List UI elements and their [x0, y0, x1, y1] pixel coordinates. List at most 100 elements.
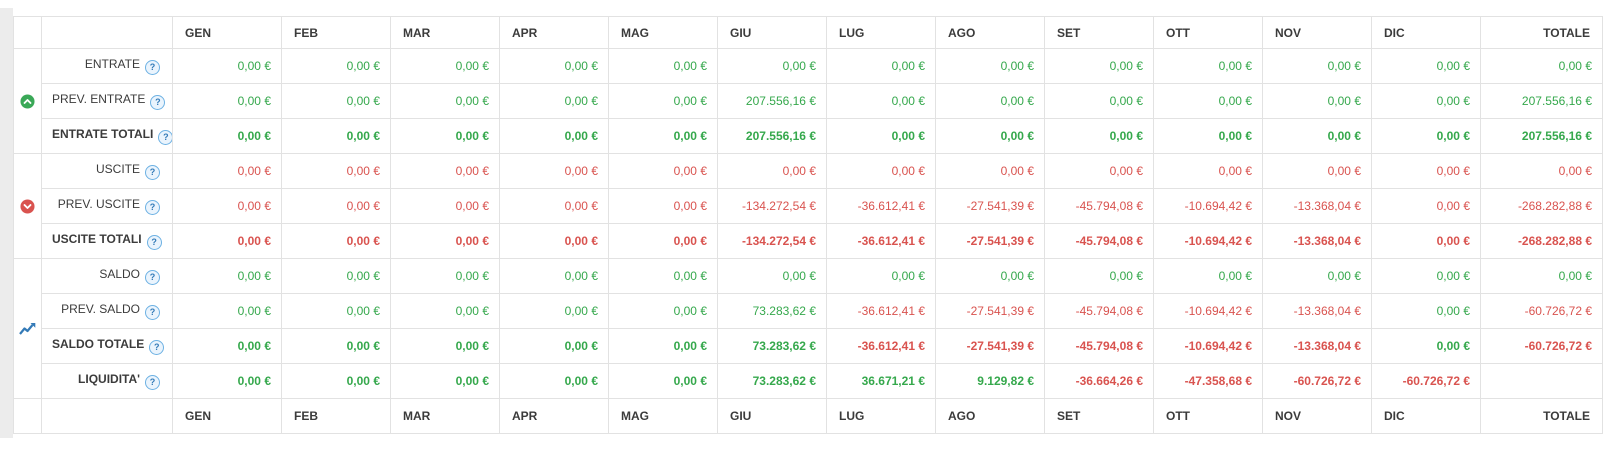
cell-uscite-dic: 0,00 € [1371, 153, 1481, 189]
footer-month-giu: GIU [717, 398, 827, 434]
cell-uscite-totali-mar: 0,00 € [390, 223, 500, 259]
footer-icon-col-spacer [13, 398, 42, 434]
cell-uscite-ago: 0,00 € [935, 153, 1045, 189]
chevron-down-circle-icon[interactable] [20, 199, 35, 214]
row-label-prev-saldo: PREV. SALDO? [41, 293, 173, 329]
help-icon[interactable]: ? [146, 235, 162, 250]
footer-month-feb: FEB [281, 398, 391, 434]
header-icon-col-spacer [13, 16, 42, 49]
cell-entrate-totali-gen: 0,00 € [172, 118, 282, 154]
row-label-text: PREV. SALDO [61, 302, 140, 316]
cell-liquidita-set: -36.664,26 € [1044, 363, 1154, 399]
row-label-liquidita: LIQUIDITA'? [41, 363, 173, 399]
header-month-lug: LUG [826, 16, 936, 49]
row-label-text: USCITE [95, 162, 140, 176]
cell-saldo-totale-ott: -10.694,42 € [1153, 328, 1263, 364]
cell-saldo-totale-set: -45.794,08 € [1044, 328, 1154, 364]
cell-saldo-mag: 0,00 € [608, 258, 718, 294]
cell-prev-saldo-dic: 0,00 € [1371, 293, 1481, 329]
row-label-text: SALDO TOTALE [52, 337, 145, 351]
row-label-entrate-totali: ENTRATE TOTALI? [41, 118, 173, 154]
chart-line-icon[interactable] [19, 322, 36, 336]
cell-entrate-ott: 0,00 € [1153, 48, 1263, 84]
cell-prev-saldo-apr: 0,00 € [499, 293, 609, 329]
row-label-prev-entrate: PREV. ENTRATE? [41, 83, 173, 119]
cell-liquidita-gen: 0,00 € [172, 363, 282, 399]
cell-prev-entrate-feb: 0,00 € [281, 83, 391, 119]
cell-uscite-lug: 0,00 € [826, 153, 936, 189]
cell-saldo-gen: 0,00 € [172, 258, 282, 294]
cell-prev-entrate-lug: 0,00 € [826, 83, 936, 119]
cell-liquidita-mag: 0,00 € [608, 363, 718, 399]
cell-prev-saldo-giu: 73.283,62 € [717, 293, 827, 329]
table-row-prev-entrate: PREV. ENTRATE? 0,00 €0,00 €0,00 €0,00 €0,… [14, 83, 1603, 119]
cell-liquidita-ott: -47.358,68 € [1153, 363, 1263, 399]
cell-saldo-apr: 0,00 € [499, 258, 609, 294]
page-left-gutter [0, 8, 13, 438]
help-icon[interactable]: ? [150, 95, 166, 110]
cell-prev-entrate-totale: 207.556,16 € [1480, 83, 1603, 119]
cell-entrate-totali-mar: 0,00 € [390, 118, 500, 154]
cell-uscite-totale: 0,00 € [1480, 153, 1603, 189]
cell-entrate-apr: 0,00 € [499, 48, 609, 84]
cell-prev-uscite-mag: 0,00 € [608, 188, 718, 224]
table-row-entrate-totali: ENTRATE TOTALI? 0,00 €0,00 €0,00 €0,00 €0… [14, 118, 1603, 154]
cell-saldo-totale-dic: 0,00 € [1371, 328, 1481, 364]
group-cell-entrate [13, 48, 42, 154]
help-icon[interactable]: ? [145, 375, 160, 390]
cell-saldo-nov: 0,00 € [1262, 258, 1372, 294]
help-icon[interactable]: ? [145, 270, 160, 285]
cell-entrate-mar: 0,00 € [390, 48, 500, 84]
cell-entrate-nov: 0,00 € [1262, 48, 1372, 84]
cell-saldo-giu: 0,00 € [717, 258, 827, 294]
cell-liquidita-dic: -60.726,72 € [1371, 363, 1481, 399]
row-label-text: PREV. USCITE [57, 197, 140, 211]
help-icon[interactable]: ? [145, 165, 160, 180]
table-header-row: GEN FEB MAR APR MAG GIU LUG AGO SET OTT NOV DIC TOTA… [13, 16, 1603, 49]
row-label-entrate: ENTRATE? [41, 48, 173, 84]
cell-saldo-ago: 0,00 € [935, 258, 1045, 294]
cell-entrate-dic: 0,00 € [1371, 48, 1481, 84]
header-month-giu: GIU [717, 16, 827, 49]
cell-uscite-mar: 0,00 € [390, 153, 500, 189]
cell-uscite-nov: 0,00 € [1262, 153, 1372, 189]
row-label-text: ENTRATE [84, 57, 140, 71]
chevron-up-circle-icon[interactable] [20, 94, 35, 109]
cell-entrate-mag: 0,00 € [608, 48, 718, 84]
help-icon[interactable]: ? [149, 340, 165, 355]
help-icon[interactable]: ? [158, 130, 172, 145]
table-row-liquidita: LIQUIDITA'? 0,00 €0,00 €0,00 €0,00 €0,00 … [14, 363, 1603, 399]
help-icon[interactable]: ? [145, 60, 160, 75]
cell-entrate-gen: 0,00 € [172, 48, 282, 84]
cell-uscite-totali-apr: 0,00 € [499, 223, 609, 259]
cell-entrate-totali-ago: 0,00 € [935, 118, 1045, 154]
cell-saldo-totale-ago: -27.541,39 € [935, 328, 1045, 364]
cell-uscite-totali-nov: -13.368,04 € [1262, 223, 1372, 259]
header-month-mar: MAR [390, 16, 500, 49]
cell-prev-uscite-lug: -36.612,41 € [826, 188, 936, 224]
cell-saldo-totale-giu: 73.283,62 € [717, 328, 827, 364]
cell-saldo-totale-mag: 0,00 € [608, 328, 718, 364]
cell-saldo-totale-lug: -36.612,41 € [826, 328, 936, 364]
cell-saldo-dic: 0,00 € [1371, 258, 1481, 294]
cell-entrate-lug: 0,00 € [826, 48, 936, 84]
cell-uscite-totali-ago: -27.541,39 € [935, 223, 1045, 259]
cell-prev-saldo-nov: -13.368,04 € [1262, 293, 1372, 329]
footer-month-ott: OTT [1153, 398, 1263, 434]
header-month-ago: AGO [935, 16, 1045, 49]
cell-prev-uscite-totale: -268.282,88 € [1480, 188, 1603, 224]
cell-uscite-giu: 0,00 € [717, 153, 827, 189]
cell-prev-saldo-ago: -27.541,39 € [935, 293, 1045, 329]
footer-month-mar: MAR [390, 398, 500, 434]
cell-prev-uscite-ago: -27.541,39 € [935, 188, 1045, 224]
cell-prev-entrate-set: 0,00 € [1044, 83, 1154, 119]
cell-prev-saldo-mar: 0,00 € [390, 293, 500, 329]
header-total: TOTALE [1480, 16, 1603, 49]
help-icon[interactable]: ? [145, 200, 160, 215]
cell-uscite-totali-ott: -10.694,42 € [1153, 223, 1263, 259]
cell-entrate-totali-lug: 0,00 € [826, 118, 936, 154]
footer-month-dic: DIC [1371, 398, 1481, 434]
cell-uscite-gen: 0,00 € [172, 153, 282, 189]
help-icon[interactable]: ? [145, 305, 160, 320]
